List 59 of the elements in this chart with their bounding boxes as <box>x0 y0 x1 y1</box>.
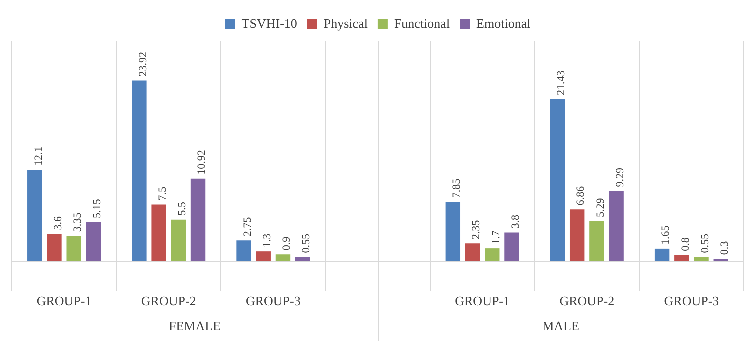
legend-label: TSVHI-10 <box>242 16 298 31</box>
bar <box>152 204 166 262</box>
data-label: 23.92 <box>137 52 150 77</box>
data-label: 0.8 <box>680 237 692 252</box>
x-tick-label: GROUP-3 <box>664 294 720 309</box>
data-label: 3.35 <box>72 212 84 232</box>
bar <box>694 257 709 262</box>
x-tick-label: GROUP-3 <box>246 294 301 309</box>
data-label: 6.86 <box>575 186 588 206</box>
bar <box>47 234 62 262</box>
legend-label: Functional <box>394 16 450 31</box>
bar <box>86 222 102 262</box>
data-label: 7.5 <box>156 186 169 201</box>
bar <box>609 191 624 262</box>
data-label: 12.1 <box>32 146 45 166</box>
bar <box>485 248 500 262</box>
text: MALE <box>542 318 580 334</box>
bar <box>590 221 604 262</box>
bar <box>295 257 310 262</box>
data-label: 0.55 <box>699 233 712 254</box>
bar <box>190 178 206 262</box>
bar <box>171 220 186 262</box>
x-tick-label: GROUP-1 <box>455 294 510 309</box>
data-label: 0.3 <box>719 240 732 256</box>
bar <box>66 236 82 262</box>
data-label: 21.43 <box>556 70 568 96</box>
data-label: 0.55 <box>300 233 313 254</box>
bar <box>550 100 566 262</box>
data-label: 9.29 <box>614 167 626 188</box>
x-tick-label: GROUP-2 <box>560 294 615 309</box>
data-label: 5.5 <box>176 202 189 216</box>
data-label: 3.8 <box>510 214 522 229</box>
bar <box>28 170 42 262</box>
data-label: 7.85 <box>451 178 464 198</box>
data-label: 5.29 <box>594 198 607 218</box>
data-label: 10.92 <box>196 150 208 175</box>
data-label: 1.65 <box>660 225 672 245</box>
bar <box>465 244 480 262</box>
bar <box>276 254 291 262</box>
bar <box>504 232 520 262</box>
bar <box>674 255 690 262</box>
legend-label: Physical <box>324 16 368 31</box>
bar <box>446 202 461 262</box>
legend-label: Emotional <box>476 16 532 31</box>
x-tick-label: GROUP-1 <box>36 294 92 309</box>
bar <box>256 252 271 262</box>
data-label: 5.15 <box>92 198 104 219</box>
data-label: 2.35 <box>470 220 483 240</box>
text: FEMALE <box>169 318 222 334</box>
bar <box>236 240 252 262</box>
data-label: 1.7 <box>490 230 502 245</box>
data-label: 2.75 <box>242 216 254 237</box>
bar <box>654 248 670 262</box>
data-label: 1.3 <box>262 233 274 248</box>
data-label: 0.9 <box>281 236 294 251</box>
x-tick-label: GROUP-2 <box>141 294 196 309</box>
bar <box>570 210 585 262</box>
bar <box>132 80 147 262</box>
data-label: 3.6 <box>52 216 64 230</box>
